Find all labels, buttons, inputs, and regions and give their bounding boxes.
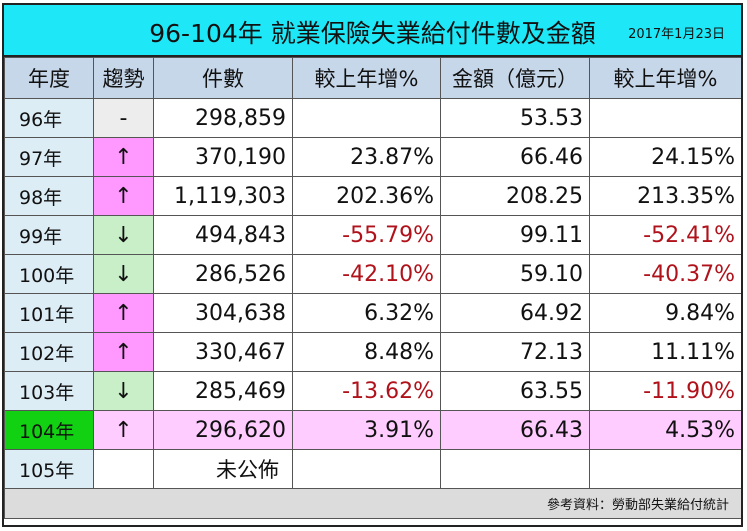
amount-cell: 53.53 xyxy=(440,98,590,138)
table-row-105: 105年 未公佈 xyxy=(4,449,741,489)
amount-growth-cell: 11.11% xyxy=(589,332,741,372)
table-row: 96年 - 298,859 53.53 xyxy=(4,98,741,138)
trend-cell: ↑ xyxy=(93,137,154,177)
footer-row: 參考資料：勞動部失業給付統計 xyxy=(4,488,741,519)
trend-cell: ↓ xyxy=(93,254,154,294)
empty-cell xyxy=(440,449,590,489)
table-row: 100年 ↓ 286,526 -42.10% 59.10 -40.37% xyxy=(4,254,741,294)
cases-growth-cell: -42.10% xyxy=(292,254,441,294)
year-cell: 104年 xyxy=(4,410,94,450)
amount-cell: 59.10 xyxy=(440,254,590,294)
cases-cell: 296,620 xyxy=(153,410,293,450)
year-cell: 97年 xyxy=(4,137,94,177)
cases-cell: 285,469 xyxy=(153,371,293,411)
amount-cell: 63.55 xyxy=(440,371,590,411)
cases-growth-cell: -13.62% xyxy=(292,371,441,411)
header-cases: 件數 xyxy=(153,57,293,99)
amount-cell: 66.46 xyxy=(440,137,590,177)
amount-growth-cell: -11.90% xyxy=(589,371,741,411)
amount-growth-cell: 213.35% xyxy=(589,176,741,216)
year-cell: 100年 xyxy=(4,254,94,294)
year-cell: 103年 xyxy=(4,371,94,411)
trend-cell: ↓ xyxy=(93,215,154,255)
amount-cell: 72.13 xyxy=(440,332,590,372)
trend-cell: - xyxy=(93,98,154,138)
table-row: 103年 ↓ 285,469 -13.62% 63.55 -11.90% xyxy=(4,371,741,411)
year-cell: 102年 xyxy=(4,332,94,372)
table-row: 104年 ↑ 296,620 3.91% 66.43 4.53% xyxy=(4,410,741,450)
trend-cell: ↑ xyxy=(93,332,154,372)
table-date: 2017年1月23日 xyxy=(628,27,725,42)
amount-cell: 64.92 xyxy=(440,293,590,333)
cases-growth-cell: -55.79% xyxy=(292,215,441,255)
amount-growth-cell: 24.15% xyxy=(589,137,741,177)
amount-cell: 66.43 xyxy=(440,410,590,450)
cases-cell: 298,859 xyxy=(153,98,293,138)
data-table: 年度 趨勢 件數 較上年增% 金額（億元） 較上年增% 96年 - 298,85… xyxy=(4,57,741,519)
source-note: 參考資料：勞動部失業給付統計 xyxy=(4,488,741,519)
spreadsheet-table: 96-104年 就業保險失業給付件數及金額 2017年1月23日 年度 趨勢 件… xyxy=(2,3,743,527)
cases-growth-cell: 8.48% xyxy=(292,332,441,372)
cases-growth-cell: 23.87% xyxy=(292,137,441,177)
cases-cell: 1,119,303 xyxy=(153,176,293,216)
amount-growth-cell xyxy=(589,98,741,138)
header-amount-growth: 較上年增% xyxy=(589,57,741,99)
cases-cell: 494,843 xyxy=(153,215,293,255)
table-row: 102年 ↑ 330,467 8.48% 72.13 11.11% xyxy=(4,332,741,372)
amount-cell: 99.11 xyxy=(440,215,590,255)
year-cell: 98年 xyxy=(4,176,94,216)
table-title: 96-104年 就業保險失業給付件數及金額 xyxy=(149,19,596,48)
trend-cell: ↑ xyxy=(93,293,154,333)
trend-cell: ↑ xyxy=(93,410,154,450)
empty-cell xyxy=(292,449,441,489)
table-row: 97年 ↑ 370,190 23.87% 66.46 24.15% xyxy=(4,137,741,177)
amount-growth-cell: 9.84% xyxy=(589,293,741,333)
amount-growth-cell: 4.53% xyxy=(589,410,741,450)
header-amount: 金額（億元） xyxy=(440,57,590,99)
amount-cell: 208.25 xyxy=(440,176,590,216)
header-cases-growth: 較上年增% xyxy=(292,57,441,99)
year-cell: 96年 xyxy=(4,98,94,138)
cases-growth-cell: 3.91% xyxy=(292,410,441,450)
cases-growth-cell: 202.36% xyxy=(292,176,441,216)
trend-cell-empty xyxy=(93,449,154,489)
trend-cell: ↑ xyxy=(93,176,154,216)
header-year: 年度 xyxy=(4,57,94,99)
cases-cell: 330,467 xyxy=(153,332,293,372)
header-row: 年度 趨勢 件數 較上年增% 金額（億元） 較上年增% xyxy=(4,57,741,99)
table-row: 99年 ↓ 494,843 -55.79% 99.11 -52.41% xyxy=(4,215,741,255)
year-cell: 99年 xyxy=(4,215,94,255)
cases-cell: 370,190 xyxy=(153,137,293,177)
cases-cell: 286,526 xyxy=(153,254,293,294)
not-published-note: 未公佈 xyxy=(153,449,293,489)
year-cell: 105年 xyxy=(4,449,94,489)
trend-cell: ↓ xyxy=(93,371,154,411)
table-row: 98年 ↑ 1,119,303 202.36% 208.25 213.35% xyxy=(4,176,741,216)
year-cell: 101年 xyxy=(4,293,94,333)
title-bar: 96-104年 就業保險失業給付件數及金額 2017年1月23日 xyxy=(4,5,741,57)
cases-growth-cell: 6.32% xyxy=(292,293,441,333)
empty-cell xyxy=(589,449,741,489)
table-row: 101年 ↑ 304,638 6.32% 64.92 9.84% xyxy=(4,293,741,333)
amount-growth-cell: -40.37% xyxy=(589,254,741,294)
header-trend: 趨勢 xyxy=(93,57,154,99)
cases-cell: 304,638 xyxy=(153,293,293,333)
cases-growth-cell xyxy=(292,98,441,138)
amount-growth-cell: -52.41% xyxy=(589,215,741,255)
